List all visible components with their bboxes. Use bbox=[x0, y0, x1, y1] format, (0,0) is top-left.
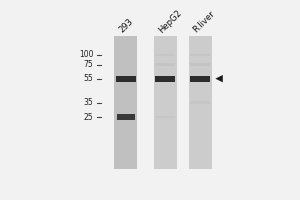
Bar bbox=[117, 114, 135, 120]
Bar bbox=[155, 76, 175, 82]
Bar bbox=[190, 63, 210, 66]
Bar bbox=[156, 116, 175, 118]
Text: 25: 25 bbox=[84, 113, 93, 122]
Bar bbox=[155, 54, 175, 56]
Bar bbox=[154, 36, 177, 169]
Bar bbox=[190, 101, 210, 104]
Text: 293: 293 bbox=[117, 17, 135, 35]
Text: 35: 35 bbox=[83, 98, 93, 107]
Bar bbox=[114, 36, 137, 169]
Text: 75: 75 bbox=[83, 60, 93, 69]
Bar bbox=[190, 54, 210, 56]
Text: 55: 55 bbox=[83, 74, 93, 83]
Polygon shape bbox=[215, 75, 223, 82]
Bar bbox=[189, 36, 212, 169]
Text: HepG2: HepG2 bbox=[157, 8, 183, 35]
Bar bbox=[155, 63, 175, 66]
Bar bbox=[190, 76, 210, 82]
Text: R.liver: R.liver bbox=[192, 10, 217, 35]
Bar bbox=[116, 76, 136, 82]
Text: 100: 100 bbox=[79, 50, 93, 59]
